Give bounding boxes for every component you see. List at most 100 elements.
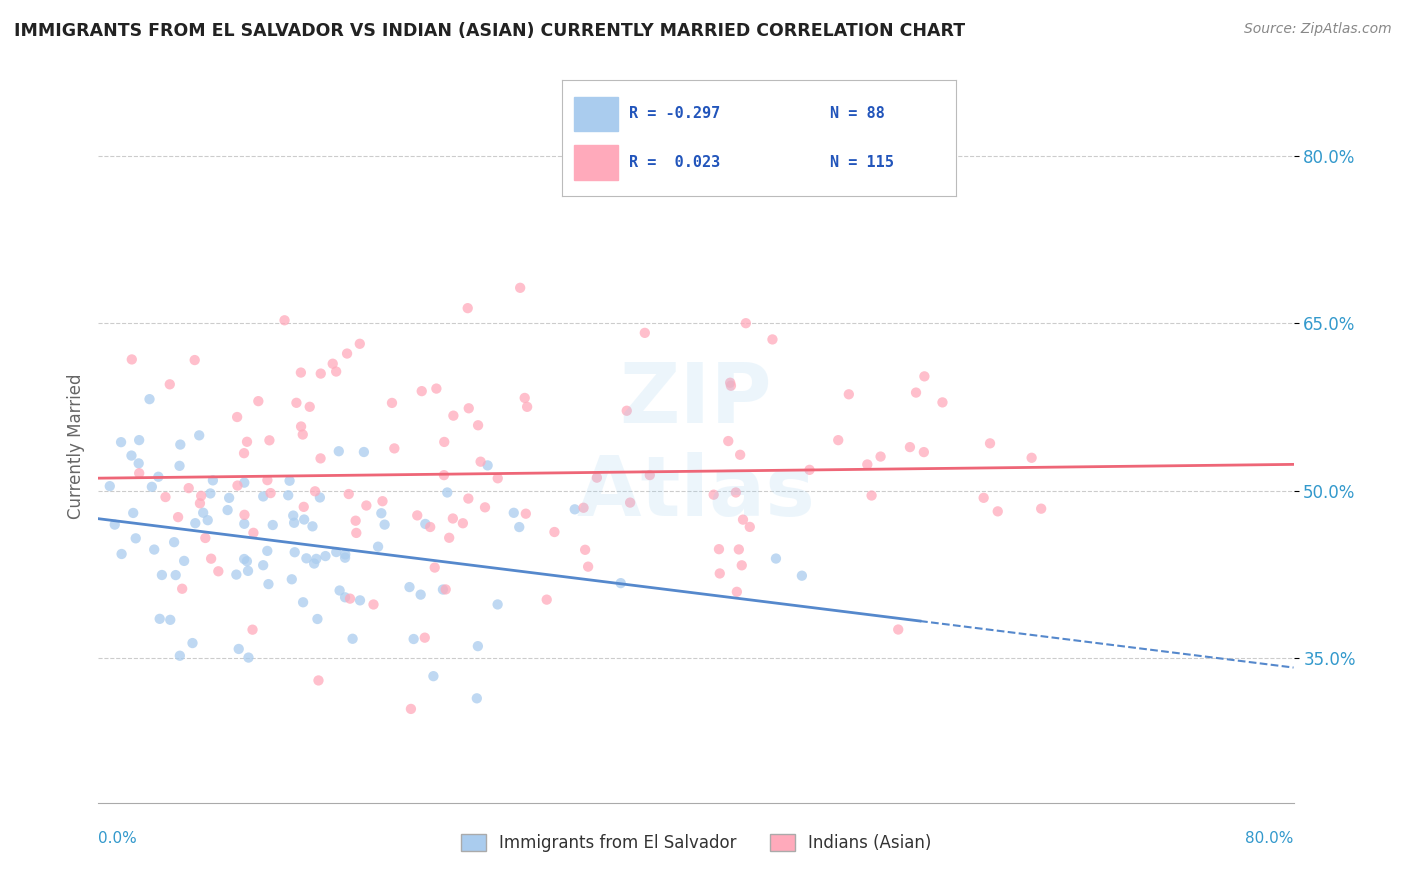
Point [305, 552, 328, 566]
Point [277, 488, 299, 502]
Point [398, 580, 420, 594]
Text: ZIP
Atlas: ZIP Atlas [576, 359, 815, 533]
Point [725, 584, 748, 599]
Point [337, 487, 360, 501]
Point [370, 506, 392, 520]
Point [149, 612, 172, 626]
Point [441, 409, 464, 423]
Point [543, 524, 565, 539]
Point [110, 435, 132, 450]
Text: IMMIGRANTS FROM EL SALVADOR VS INDIAN (ASIAN) CURRENTLY MARRIED CORRELATION CHAR: IMMIGRANTS FROM EL SALVADOR VS INDIAN (A… [14, 22, 965, 40]
Point [731, 558, 754, 573]
Point [295, 551, 318, 566]
Point [467, 418, 489, 433]
Point [173, 554, 195, 568]
Point [738, 520, 761, 534]
Point [336, 346, 359, 360]
Point [98, 479, 121, 493]
Point [290, 419, 312, 434]
Point [382, 442, 405, 456]
Point [827, 433, 849, 447]
Point [717, 434, 740, 448]
Point [474, 500, 496, 515]
Point [709, 566, 731, 581]
Point [236, 554, 259, 568]
Point [433, 434, 456, 449]
Point [574, 542, 596, 557]
Point [226, 478, 249, 492]
Point [236, 564, 259, 578]
Point [128, 467, 150, 481]
Point [218, 491, 240, 505]
Point [247, 394, 270, 409]
Point [572, 500, 595, 515]
Point [374, 517, 396, 532]
Point [734, 316, 756, 330]
Point [304, 484, 326, 499]
Point [256, 473, 278, 487]
Point [436, 485, 458, 500]
Point [169, 458, 191, 473]
Point [508, 520, 530, 534]
Point [169, 648, 191, 663]
Bar [574, 96, 617, 131]
Point [477, 458, 499, 473]
Point [912, 445, 935, 459]
Point [121, 449, 143, 463]
Point [308, 673, 330, 688]
Point [419, 520, 441, 534]
Point [325, 365, 347, 379]
Point [298, 400, 321, 414]
Point [125, 532, 148, 546]
Point [349, 593, 371, 607]
Point [285, 396, 308, 410]
Point [619, 495, 641, 509]
Point [467, 639, 489, 653]
Point [238, 650, 260, 665]
Point [409, 588, 432, 602]
Point [228, 642, 250, 657]
Point [292, 595, 315, 609]
Point [278, 474, 301, 488]
Point [292, 500, 315, 514]
Point [367, 540, 389, 554]
Point [731, 513, 754, 527]
Point [233, 475, 256, 490]
Point [329, 583, 352, 598]
Point [194, 531, 217, 545]
Point [148, 469, 170, 483]
Point [728, 448, 751, 462]
Point [163, 535, 186, 549]
Point [634, 326, 657, 340]
Point [856, 458, 879, 472]
Point [307, 612, 329, 626]
Point [349, 336, 371, 351]
Point [423, 560, 446, 574]
Point [256, 544, 278, 558]
Point [259, 486, 281, 500]
Point [309, 367, 332, 381]
Point [1031, 501, 1053, 516]
Point [138, 392, 160, 406]
Point [987, 504, 1010, 518]
Point [197, 513, 219, 527]
Point [425, 382, 447, 396]
Point [283, 516, 305, 530]
Point [486, 471, 509, 485]
Point [236, 434, 259, 449]
Point [200, 486, 222, 500]
Bar [574, 145, 617, 180]
Point [433, 468, 456, 483]
Point [200, 551, 222, 566]
Point [363, 598, 385, 612]
Point [761, 333, 783, 347]
Point [457, 401, 479, 416]
Point [411, 384, 433, 398]
Point [201, 474, 224, 488]
Point [353, 445, 375, 459]
Text: N = 88: N = 88 [830, 106, 884, 121]
Text: 80.0%: 80.0% [1246, 831, 1294, 847]
Point [451, 516, 474, 531]
Point [207, 564, 229, 578]
Point [344, 514, 367, 528]
